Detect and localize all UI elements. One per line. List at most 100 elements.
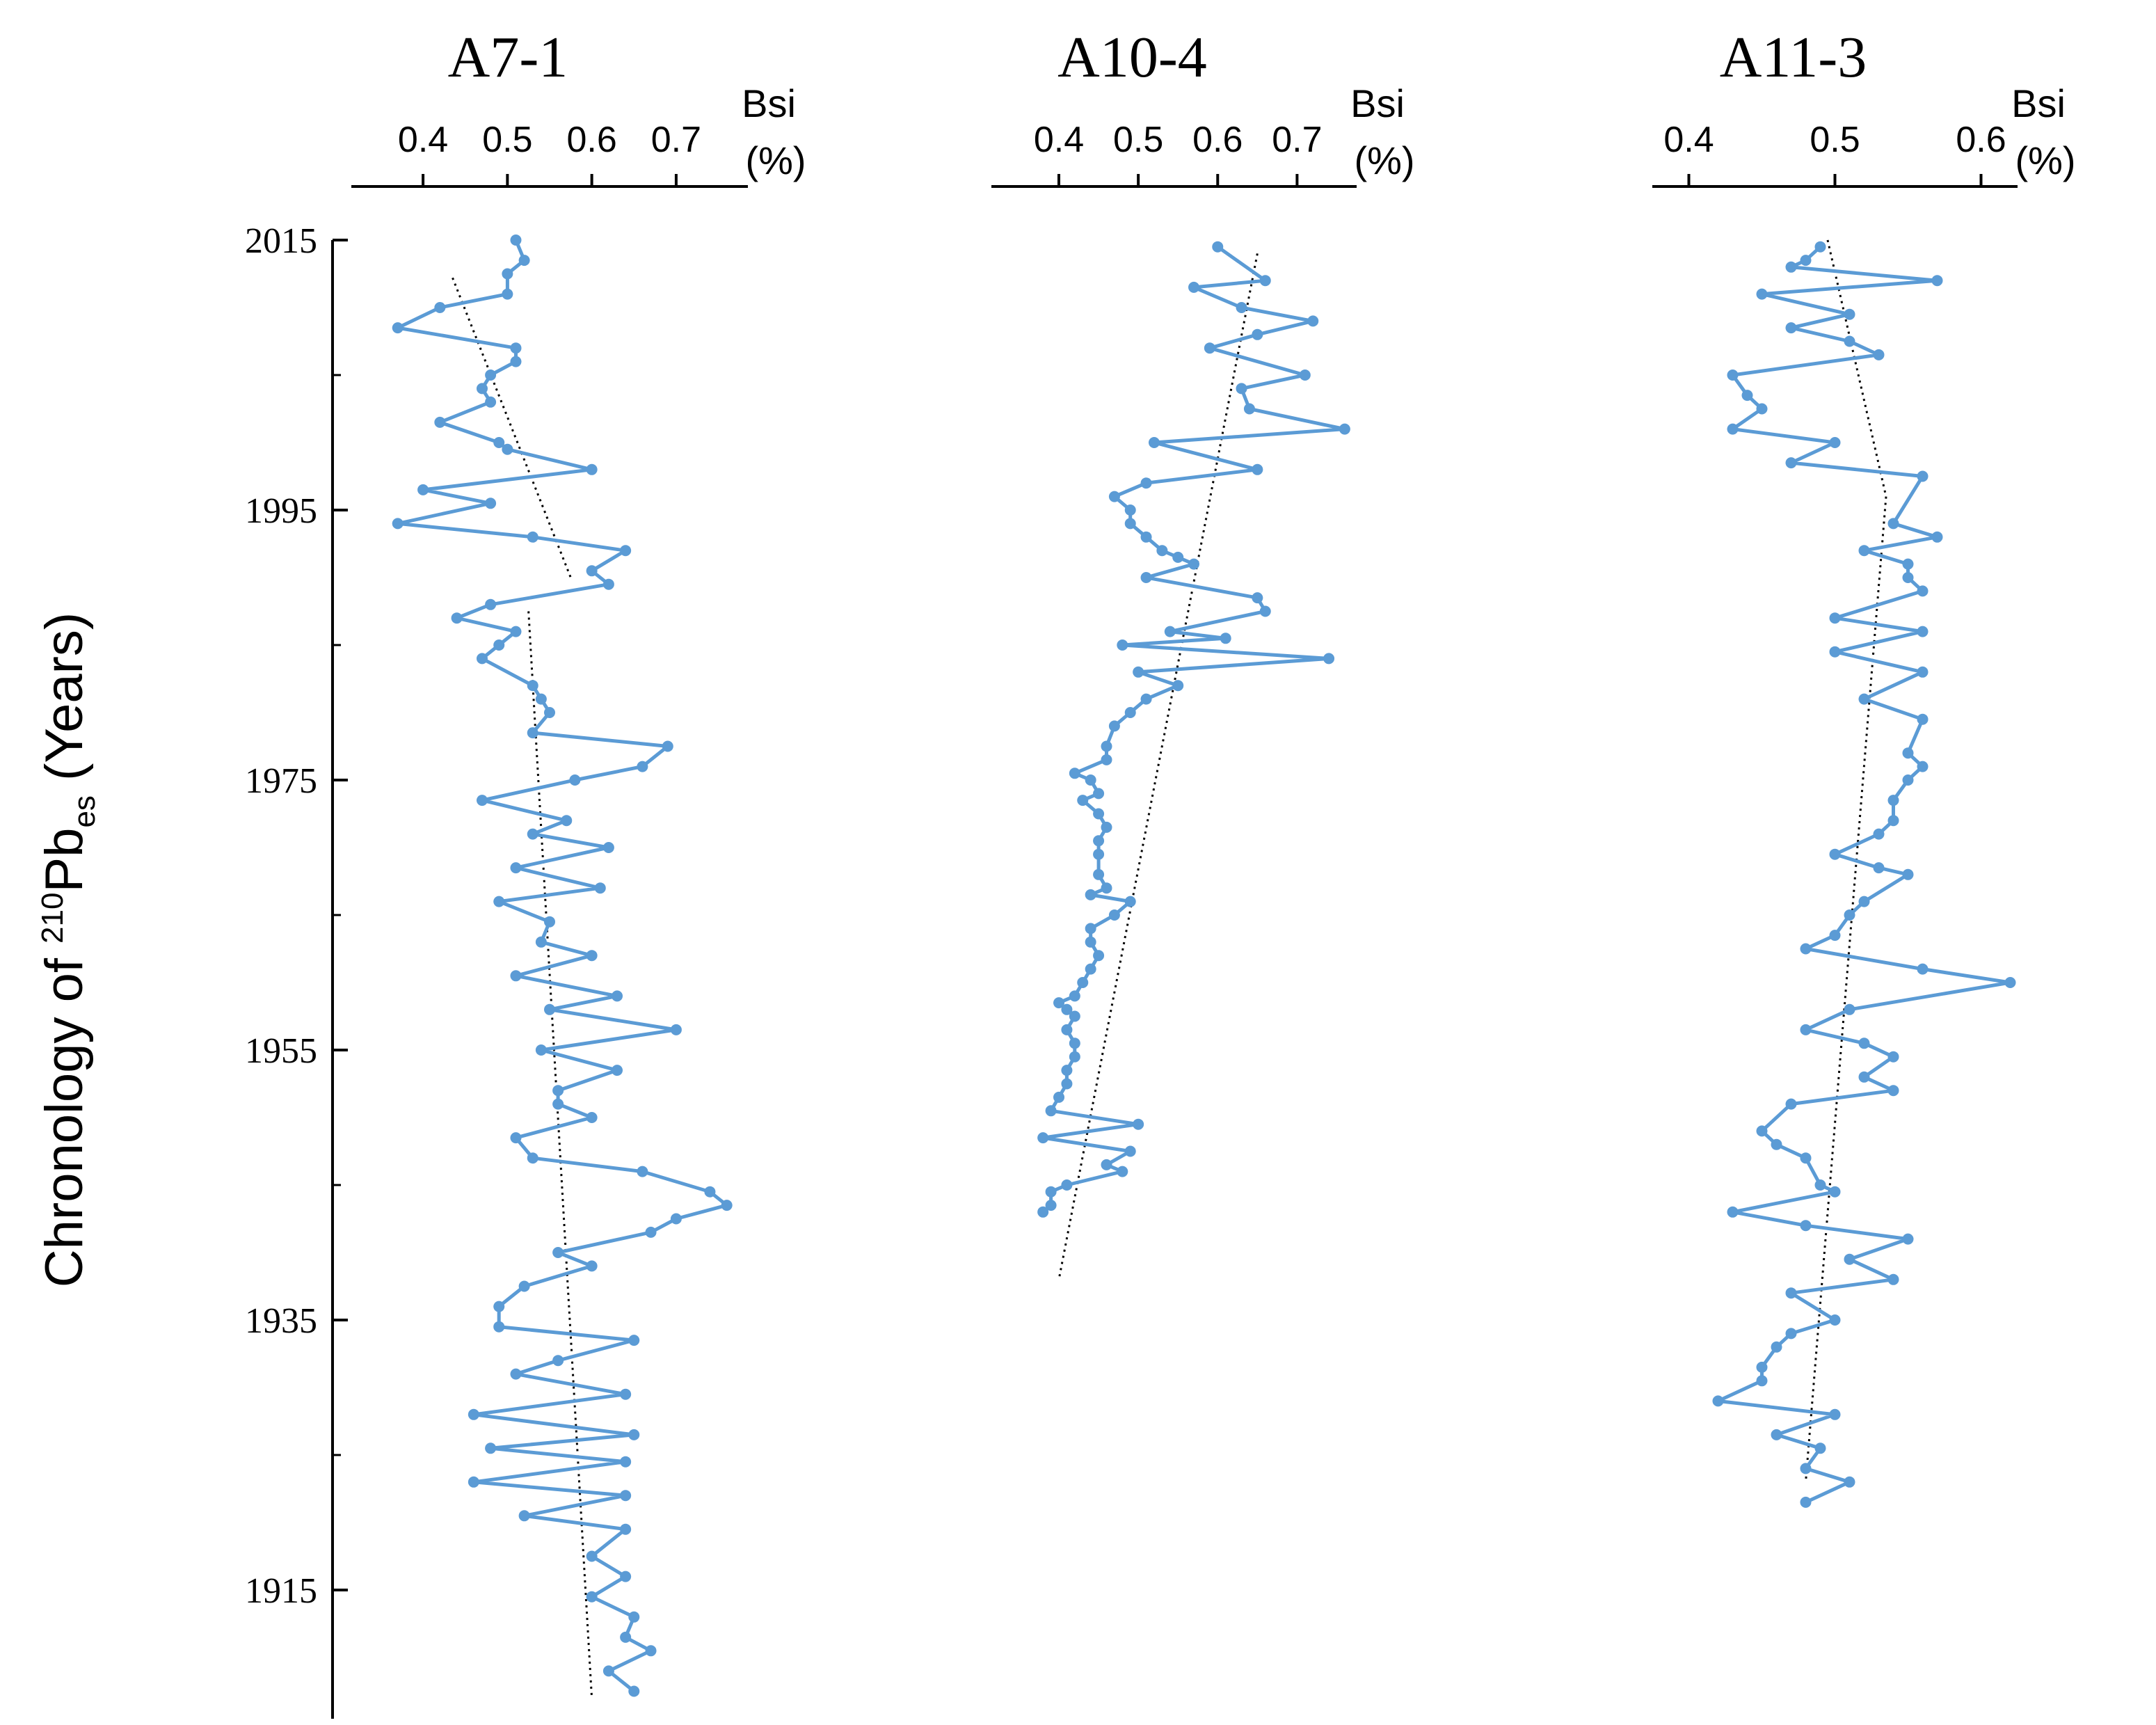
data-point: [1727, 369, 1739, 381]
data-point: [1800, 1463, 1812, 1474]
data-point: [1756, 403, 1768, 415]
data-point: [1259, 605, 1271, 617]
data-point: [1858, 545, 1870, 557]
data-point: [1829, 930, 1841, 941]
data-point: [1829, 848, 1841, 860]
data-point: [1873, 828, 1885, 840]
data-point: [1873, 349, 1885, 360]
data-point: [1101, 740, 1112, 752]
data-point: [1085, 923, 1096, 935]
data-point: [1101, 754, 1112, 765]
data-point: [1140, 531, 1152, 543]
data-point: [1101, 882, 1112, 894]
data-point: [502, 268, 513, 280]
data-point: [1785, 261, 1797, 273]
x-axis-name: Bsi: [1350, 81, 1405, 125]
data-point: [535, 693, 547, 705]
data-point: [586, 565, 598, 577]
data-point: [552, 1098, 564, 1110]
data-point: [1252, 463, 1263, 475]
data-point: [518, 255, 530, 267]
data-point: [620, 1388, 632, 1400]
data-point: [1299, 369, 1311, 381]
data-point: [1931, 275, 1943, 287]
data-point: [1077, 977, 1089, 988]
data-point: [510, 342, 522, 354]
y-tick-label: 1995: [245, 491, 317, 531]
panel-title: A7-1: [448, 25, 568, 90]
data-point: [1756, 288, 1768, 300]
y-tick-label: 2015: [245, 221, 317, 261]
data-point: [510, 356, 522, 367]
data-point: [1069, 768, 1080, 779]
data-point: [1902, 572, 1914, 583]
data-point: [1259, 275, 1271, 287]
data-point: [1117, 639, 1128, 651]
data-point: [1236, 383, 1247, 395]
data-point: [1093, 868, 1105, 880]
data-point: [561, 815, 573, 827]
data-point: [1307, 315, 1319, 327]
panel-title: A10-4: [1057, 25, 1207, 90]
data-point: [1037, 1206, 1049, 1218]
data-point: [1124, 707, 1136, 718]
data-point: [552, 1085, 564, 1097]
data-point: [1061, 1179, 1073, 1191]
x-tick-label: 0.4: [398, 120, 448, 160]
data-point: [1814, 241, 1826, 253]
data-point: [535, 936, 547, 948]
x-axis-unit: (%): [1354, 138, 1414, 182]
data-point: [485, 1442, 497, 1454]
data-point: [1800, 1152, 1812, 1164]
data-point: [1829, 612, 1841, 624]
data-point: [1061, 1065, 1073, 1076]
data-point: [476, 653, 488, 665]
data-point: [586, 463, 598, 475]
data-point: [1108, 909, 1120, 921]
data-point: [552, 1355, 564, 1367]
data-point: [1844, 909, 1855, 921]
data-point: [1858, 896, 1870, 907]
data-point: [1829, 1314, 1841, 1326]
data-point: [493, 1321, 505, 1333]
data-point: [1771, 1138, 1782, 1150]
data-point: [493, 896, 505, 907]
data-point: [1069, 1038, 1080, 1049]
data-point: [1172, 680, 1184, 692]
data-point: [392, 322, 404, 334]
data-point: [1085, 936, 1096, 948]
data-point: [1917, 713, 1929, 725]
data-point: [527, 1152, 538, 1164]
data-point: [1085, 774, 1096, 786]
data-point: [637, 761, 648, 772]
x-axis-unit: (%): [2015, 138, 2075, 182]
data-point: [434, 416, 446, 428]
data-point: [485, 396, 497, 408]
data-point: [1085, 889, 1096, 900]
data-point: [721, 1200, 733, 1211]
data-point: [704, 1186, 716, 1198]
y-axis-title-suffix: (Years): [35, 612, 94, 795]
data-point: [1252, 328, 1263, 340]
data-point: [1858, 1071, 1870, 1083]
data-point: [620, 545, 632, 557]
data-point: [1785, 1287, 1797, 1299]
data-point: [1887, 518, 1899, 530]
data-point: [1727, 423, 1739, 435]
data-point: [485, 369, 497, 381]
data-point: [1252, 592, 1263, 604]
data-point: [586, 1112, 598, 1123]
data-point: [620, 1571, 632, 1582]
data-point: [1061, 1003, 1073, 1015]
data-point: [502, 288, 513, 300]
data-point: [1741, 390, 1753, 402]
data-point: [1931, 531, 1943, 543]
data-point: [1844, 1253, 1855, 1265]
data-point: [1093, 788, 1105, 800]
data-point: [1212, 241, 1224, 253]
data-point: [1093, 835, 1105, 847]
data-point: [518, 1510, 530, 1522]
data-point: [493, 437, 505, 448]
data-point: [1829, 646, 1841, 658]
